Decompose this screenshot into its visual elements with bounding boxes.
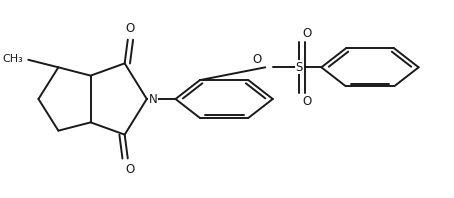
Text: S: S <box>296 61 303 74</box>
Text: CH₃: CH₃ <box>2 54 23 64</box>
Text: O: O <box>303 27 312 40</box>
Text: O: O <box>126 22 135 35</box>
Text: N: N <box>149 92 158 106</box>
Text: O: O <box>126 163 135 176</box>
Text: O: O <box>303 95 312 108</box>
Text: O: O <box>252 53 262 66</box>
